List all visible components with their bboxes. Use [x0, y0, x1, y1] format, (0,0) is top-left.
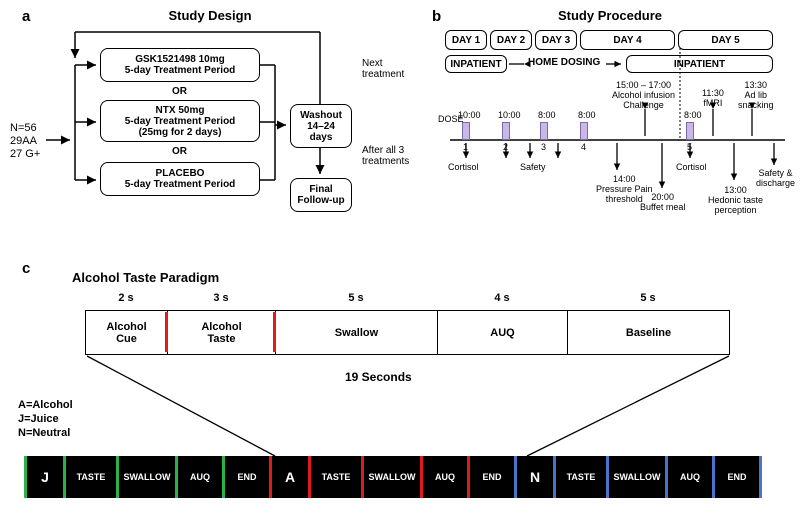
seq-j-taste: TASTE	[66, 456, 116, 498]
seq-a: A	[272, 456, 308, 498]
seq-a-swallow: SWALLOW	[364, 456, 420, 498]
seq-j-swallow: SWALLOW	[119, 456, 175, 498]
seq-a-end: END	[470, 456, 514, 498]
zoom-lines	[0, 0, 800, 520]
seq-n-auq: AUQ	[668, 456, 712, 498]
seq-j: J	[27, 456, 63, 498]
seq-a-auq: AUQ	[423, 456, 467, 498]
sep-n5	[759, 456, 762, 498]
seq-a-taste: TASTE	[311, 456, 361, 498]
seq-n-end: END	[715, 456, 759, 498]
seq-j-end: END	[225, 456, 269, 498]
seq-j-auq: AUQ	[178, 456, 222, 498]
seq-n-swallow: SWALLOW	[609, 456, 665, 498]
seq-n: N	[517, 456, 553, 498]
seq-n-taste: TASTE	[556, 456, 606, 498]
sequence-row: J TASTE SWALLOW AUQ END A TASTE SWALLOW …	[24, 456, 762, 498]
